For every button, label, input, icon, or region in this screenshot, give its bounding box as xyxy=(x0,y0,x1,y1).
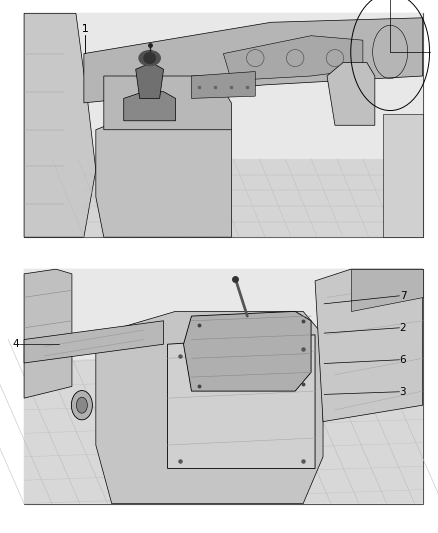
Polygon shape xyxy=(84,159,423,237)
Text: 6: 6 xyxy=(399,355,406,365)
Bar xyxy=(24,269,423,504)
Polygon shape xyxy=(24,340,423,504)
Polygon shape xyxy=(24,269,72,398)
Polygon shape xyxy=(136,62,163,99)
Polygon shape xyxy=(104,76,231,130)
Polygon shape xyxy=(191,71,255,99)
Ellipse shape xyxy=(139,51,160,66)
Ellipse shape xyxy=(76,397,87,413)
Polygon shape xyxy=(383,114,423,237)
Polygon shape xyxy=(351,269,423,311)
Text: 1: 1 xyxy=(82,25,89,34)
Bar xyxy=(24,13,423,237)
Polygon shape xyxy=(315,269,423,422)
Polygon shape xyxy=(96,311,323,504)
Polygon shape xyxy=(24,13,96,237)
Polygon shape xyxy=(84,18,423,103)
Polygon shape xyxy=(24,269,423,504)
Polygon shape xyxy=(223,36,363,80)
Polygon shape xyxy=(124,92,176,121)
Polygon shape xyxy=(327,62,375,125)
Ellipse shape xyxy=(71,391,92,420)
Polygon shape xyxy=(168,335,315,469)
Text: 3: 3 xyxy=(399,387,406,397)
Polygon shape xyxy=(96,114,231,237)
Text: 4: 4 xyxy=(12,339,19,349)
Polygon shape xyxy=(24,13,423,237)
Text: 7: 7 xyxy=(399,291,406,301)
Text: 2: 2 xyxy=(399,323,406,333)
Text: 1: 1 xyxy=(82,25,89,34)
Polygon shape xyxy=(184,311,311,391)
Polygon shape xyxy=(24,321,163,363)
Ellipse shape xyxy=(144,53,155,63)
